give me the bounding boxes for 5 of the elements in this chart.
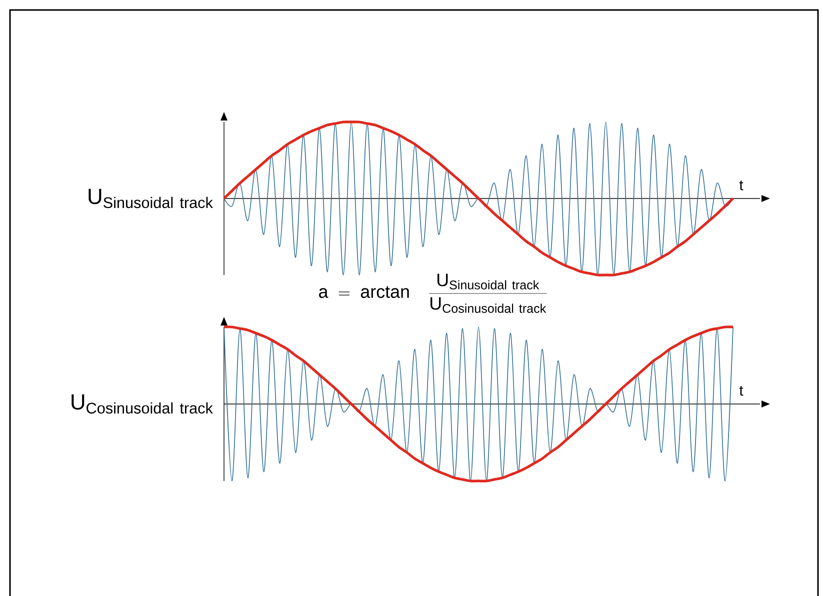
- y-axis-title: $\mathrm{U}_{\mathrm{Cosinusoidal\ track}}$: [72, 394, 213, 414]
- annotation: $\mathrm{a\ =\ arctan}\quad\frac{\mathrm{U}_{\mathrm{Sinusoidal\ track}}}{\mathrm{U}_{\mathrm{Cosinusoidal\ track}}}$: [319, 274, 547, 313]
- x-axis-title: t: [739, 386, 744, 396]
- y-axis-title: $\mathrm{U}_{\mathrm{Sinusoidal\ track}}$: [88, 188, 213, 208]
- x-axis-title: t: [739, 180, 744, 190]
